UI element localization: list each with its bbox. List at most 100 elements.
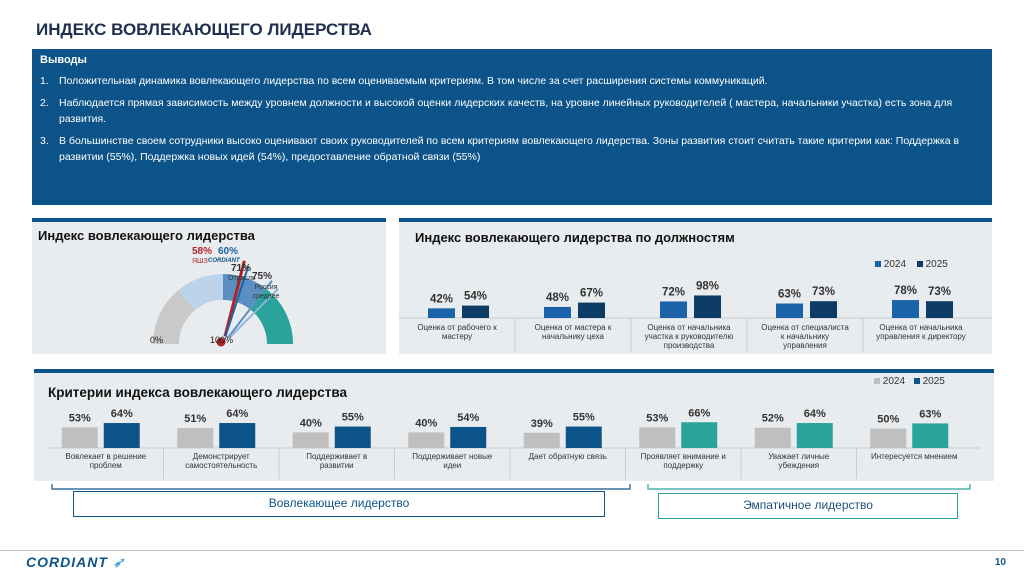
data-label: 63% bbox=[778, 289, 801, 301]
bar bbox=[334, 426, 371, 448]
bar bbox=[61, 427, 98, 448]
data-label: 48% bbox=[546, 292, 569, 304]
gauge-chart bbox=[153, 260, 293, 347]
gauge-band-teal bbox=[248, 287, 293, 344]
data-label: 72% bbox=[662, 286, 685, 298]
page-number: 10 bbox=[994, 557, 1006, 568]
data-label: 42% bbox=[430, 293, 453, 305]
data-label: 54% bbox=[457, 412, 479, 424]
bar bbox=[578, 302, 605, 318]
data-label: 51% bbox=[184, 413, 206, 425]
category-label: Оценка от мастера к начальнику цеха bbox=[535, 323, 612, 341]
data-label: 63% bbox=[919, 408, 941, 420]
positions-panel: Индекс вовлекающего лидерства по должнос… bbox=[399, 218, 992, 354]
bar bbox=[694, 295, 721, 318]
legend-label: 2025 bbox=[925, 259, 948, 270]
finding-number: 1. bbox=[40, 75, 49, 87]
logo-text: CORDIANT bbox=[26, 554, 108, 570]
bar bbox=[892, 300, 919, 318]
gauge-panel: Индекс вовлекающего лидерства 0% 100% 58… bbox=[32, 218, 386, 354]
category-label: Оценка от начальника участка к руководите… bbox=[645, 323, 734, 350]
bar bbox=[565, 426, 602, 448]
data-label: 64% bbox=[226, 408, 248, 420]
category-label: Поддерживает в развитии bbox=[306, 452, 367, 470]
legend-swatch bbox=[874, 378, 880, 384]
finding-text: Наблюдается прямая зависимость между уро… bbox=[59, 97, 953, 125]
gauge-min-label: 0% bbox=[150, 335, 164, 345]
data-label: 40% bbox=[415, 417, 437, 429]
data-label: 54% bbox=[464, 291, 487, 303]
legend: 2024 2025 bbox=[874, 376, 945, 387]
legend-label: 2025 bbox=[922, 376, 945, 387]
data-label: 53% bbox=[646, 412, 668, 424]
category-label: Оценка от начальника управления к директо… bbox=[876, 323, 966, 341]
data-label: 66% bbox=[688, 407, 710, 419]
bar bbox=[523, 432, 560, 448]
legend-swatch bbox=[916, 261, 923, 267]
bar bbox=[292, 432, 329, 448]
bar bbox=[639, 427, 676, 448]
finding-text: Положительная динамика вовлекающего лиде… bbox=[59, 75, 768, 87]
criteria-chart: 53% 64% Вовлекает в решение проблем 51% 64% Де… bbox=[48, 407, 980, 479]
findings-heading: Выводы bbox=[40, 54, 87, 66]
data-label: 73% bbox=[812, 286, 835, 298]
data-label: 64% bbox=[804, 408, 826, 420]
gauge-needle bbox=[223, 260, 246, 337]
bar bbox=[926, 301, 953, 318]
bar bbox=[810, 301, 837, 318]
gauge-marker-label: 71% bbox=[231, 263, 252, 274]
finding-number: 2. bbox=[40, 97, 49, 109]
data-label: 50% bbox=[877, 414, 899, 426]
category-label: Поддерживает новые идеи bbox=[412, 452, 493, 470]
legend-label: 2024 bbox=[882, 376, 906, 387]
criteria-title: Критерии индекса вовлекающего лидерства bbox=[48, 385, 348, 400]
gauge-needle bbox=[227, 288, 279, 340]
gauge-needle-hub bbox=[216, 337, 226, 347]
findings-panel: Выводы 1. Положительная динамика вовлека… bbox=[32, 49, 992, 205]
data-label: 39% bbox=[531, 418, 553, 430]
page-title: ИНДЕКС ВОВЛЕКАЮЩЕГО ЛИДЕРСТВА bbox=[36, 20, 372, 39]
category-label: Уважает личные убеждения bbox=[768, 452, 830, 470]
gauge-marker-sub: Отрасль bbox=[228, 275, 256, 282]
legend-swatch bbox=[913, 378, 920, 384]
legend-swatch bbox=[875, 261, 881, 267]
category-label: Вовлекает в решение проблем bbox=[65, 452, 146, 470]
bar bbox=[912, 423, 949, 448]
data-label: 52% bbox=[762, 413, 784, 425]
bar bbox=[177, 428, 214, 448]
bar bbox=[870, 428, 907, 448]
criteria-panel: Критерии индекса вовлекающего лидерства … bbox=[34, 369, 994, 481]
bar bbox=[103, 423, 140, 448]
gauge-title: Индекс вовлекающего лидерства bbox=[38, 228, 255, 243]
gauge-max-label: 100% bbox=[210, 335, 234, 345]
data-label: 53% bbox=[69, 412, 91, 424]
company-logo: CORDIANT ➶ bbox=[26, 554, 126, 571]
bar bbox=[544, 306, 571, 318]
category-label: Оценка от рабочего к мастеру bbox=[417, 323, 497, 341]
category-label: Демонстрирует самостоятельность bbox=[185, 452, 257, 470]
gauge-marker-label: 60% bbox=[218, 246, 239, 257]
panel-top-strip bbox=[399, 218, 992, 222]
footer-divider bbox=[0, 550, 1024, 551]
panel-top-strip bbox=[34, 369, 994, 373]
positions-chart: 42% 54% Оценка от рабочего к мастеру 48% 67% О… bbox=[399, 280, 992, 352]
data-label: 73% bbox=[928, 286, 951, 298]
legend-label: 2024 bbox=[883, 259, 907, 270]
bar bbox=[681, 422, 718, 448]
data-label: 40% bbox=[300, 417, 322, 429]
gauge-marker-sub: Россия среднее bbox=[252, 284, 280, 300]
data-label: 64% bbox=[111, 408, 133, 420]
category-label: Дает обратную связь bbox=[529, 452, 607, 461]
gauge-needle bbox=[227, 280, 273, 339]
bar bbox=[462, 305, 489, 318]
gauge-needle bbox=[224, 265, 250, 337]
category-label: Проявляет внимание и поддержку bbox=[641, 452, 726, 470]
bar bbox=[428, 308, 455, 318]
logo-swoosh-icon: ➶ bbox=[112, 554, 126, 570]
group-label-engaging: Вовлекающее лидерство bbox=[73, 491, 605, 517]
group-label-empathic: Эмпатичное лидерство bbox=[658, 493, 958, 519]
finding-item: 2. Наблюдается прямая зависимость между … bbox=[40, 95, 975, 127]
data-label: 55% bbox=[342, 412, 364, 424]
bar bbox=[796, 423, 833, 448]
positions-title: Индекс вовлекающего лидерства по должнос… bbox=[415, 230, 735, 245]
